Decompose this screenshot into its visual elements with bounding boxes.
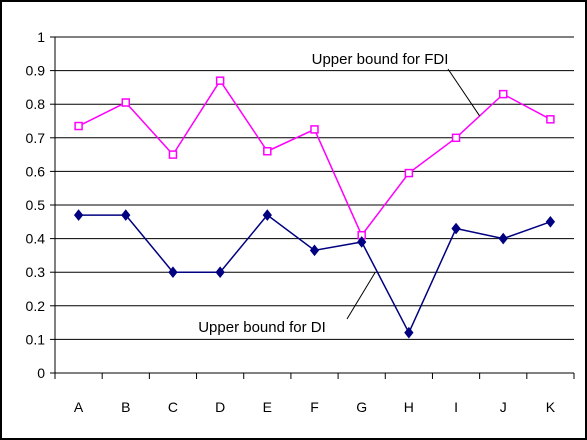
series-1-point (451, 133, 461, 143)
series-2-point (168, 266, 178, 279)
y-tick-label: 0.7 (26, 130, 46, 146)
x-tick-label: G (356, 399, 367, 415)
annotation-leader (447, 68, 481, 117)
series-2-point (545, 215, 556, 228)
series-1-point (121, 98, 131, 107)
series-2-point (498, 232, 508, 245)
x-tick-label: C (168, 399, 178, 415)
x-tick-label: H (404, 399, 414, 415)
x-tick-label: E (263, 399, 272, 415)
series-2-point (215, 266, 225, 279)
y-tick-label: 0.5 (26, 197, 46, 213)
series-1-point (74, 121, 83, 131)
annotation-label: Upper bound for DI (198, 319, 326, 336)
series-2-point (357, 236, 367, 248)
series-2-point (451, 222, 461, 235)
series-1-point (498, 89, 508, 99)
series-2-point (309, 244, 320, 257)
series-1-point (546, 115, 555, 124)
y-tick-label: 0.2 (26, 298, 46, 314)
series-2-point (73, 209, 84, 221)
x-tick-label: D (215, 399, 225, 415)
gridlines (55, 36, 574, 340)
x-tick-label: F (310, 399, 319, 415)
series-1-point (404, 168, 414, 178)
series-line-2 (78, 214, 551, 335)
x-tick-label: J (500, 399, 507, 415)
annotation-leader (346, 271, 376, 320)
y-tick-label: 0.1 (26, 331, 46, 347)
annotation-label: Upper bound for FDI (312, 51, 449, 68)
x-tick-label: B (121, 399, 130, 415)
series-1-point (168, 150, 178, 159)
y-tick-label: 1 (37, 29, 45, 45)
y-tick-label: 0 (37, 365, 45, 381)
y-tick-label: 0.6 (26, 163, 46, 179)
y-tick-label: 0.9 (26, 63, 46, 79)
series-1-point (263, 146, 272, 156)
y-tick-label: 0.4 (26, 231, 46, 247)
x-tick-label: K (546, 399, 556, 415)
series (73, 76, 556, 339)
series-1-point (215, 76, 225, 85)
y-tick-label: 0.8 (26, 96, 46, 112)
series-2-point (262, 209, 272, 221)
series-2-point (404, 326, 414, 339)
x-tick-label: I (454, 399, 458, 415)
axes: 0 0.1 0.2 0.3 0.4 0.5 0.6 0.7 0.8 0.9 1 A B C D E F G H I J K (26, 29, 575, 415)
x-tick-label: A (74, 399, 84, 415)
series-1-point (310, 125, 319, 134)
annotations: Upper bound for FDI Upper bound for DI (198, 51, 481, 336)
series-2-point (121, 209, 131, 221)
y-tick-label: 0.3 (26, 264, 46, 280)
